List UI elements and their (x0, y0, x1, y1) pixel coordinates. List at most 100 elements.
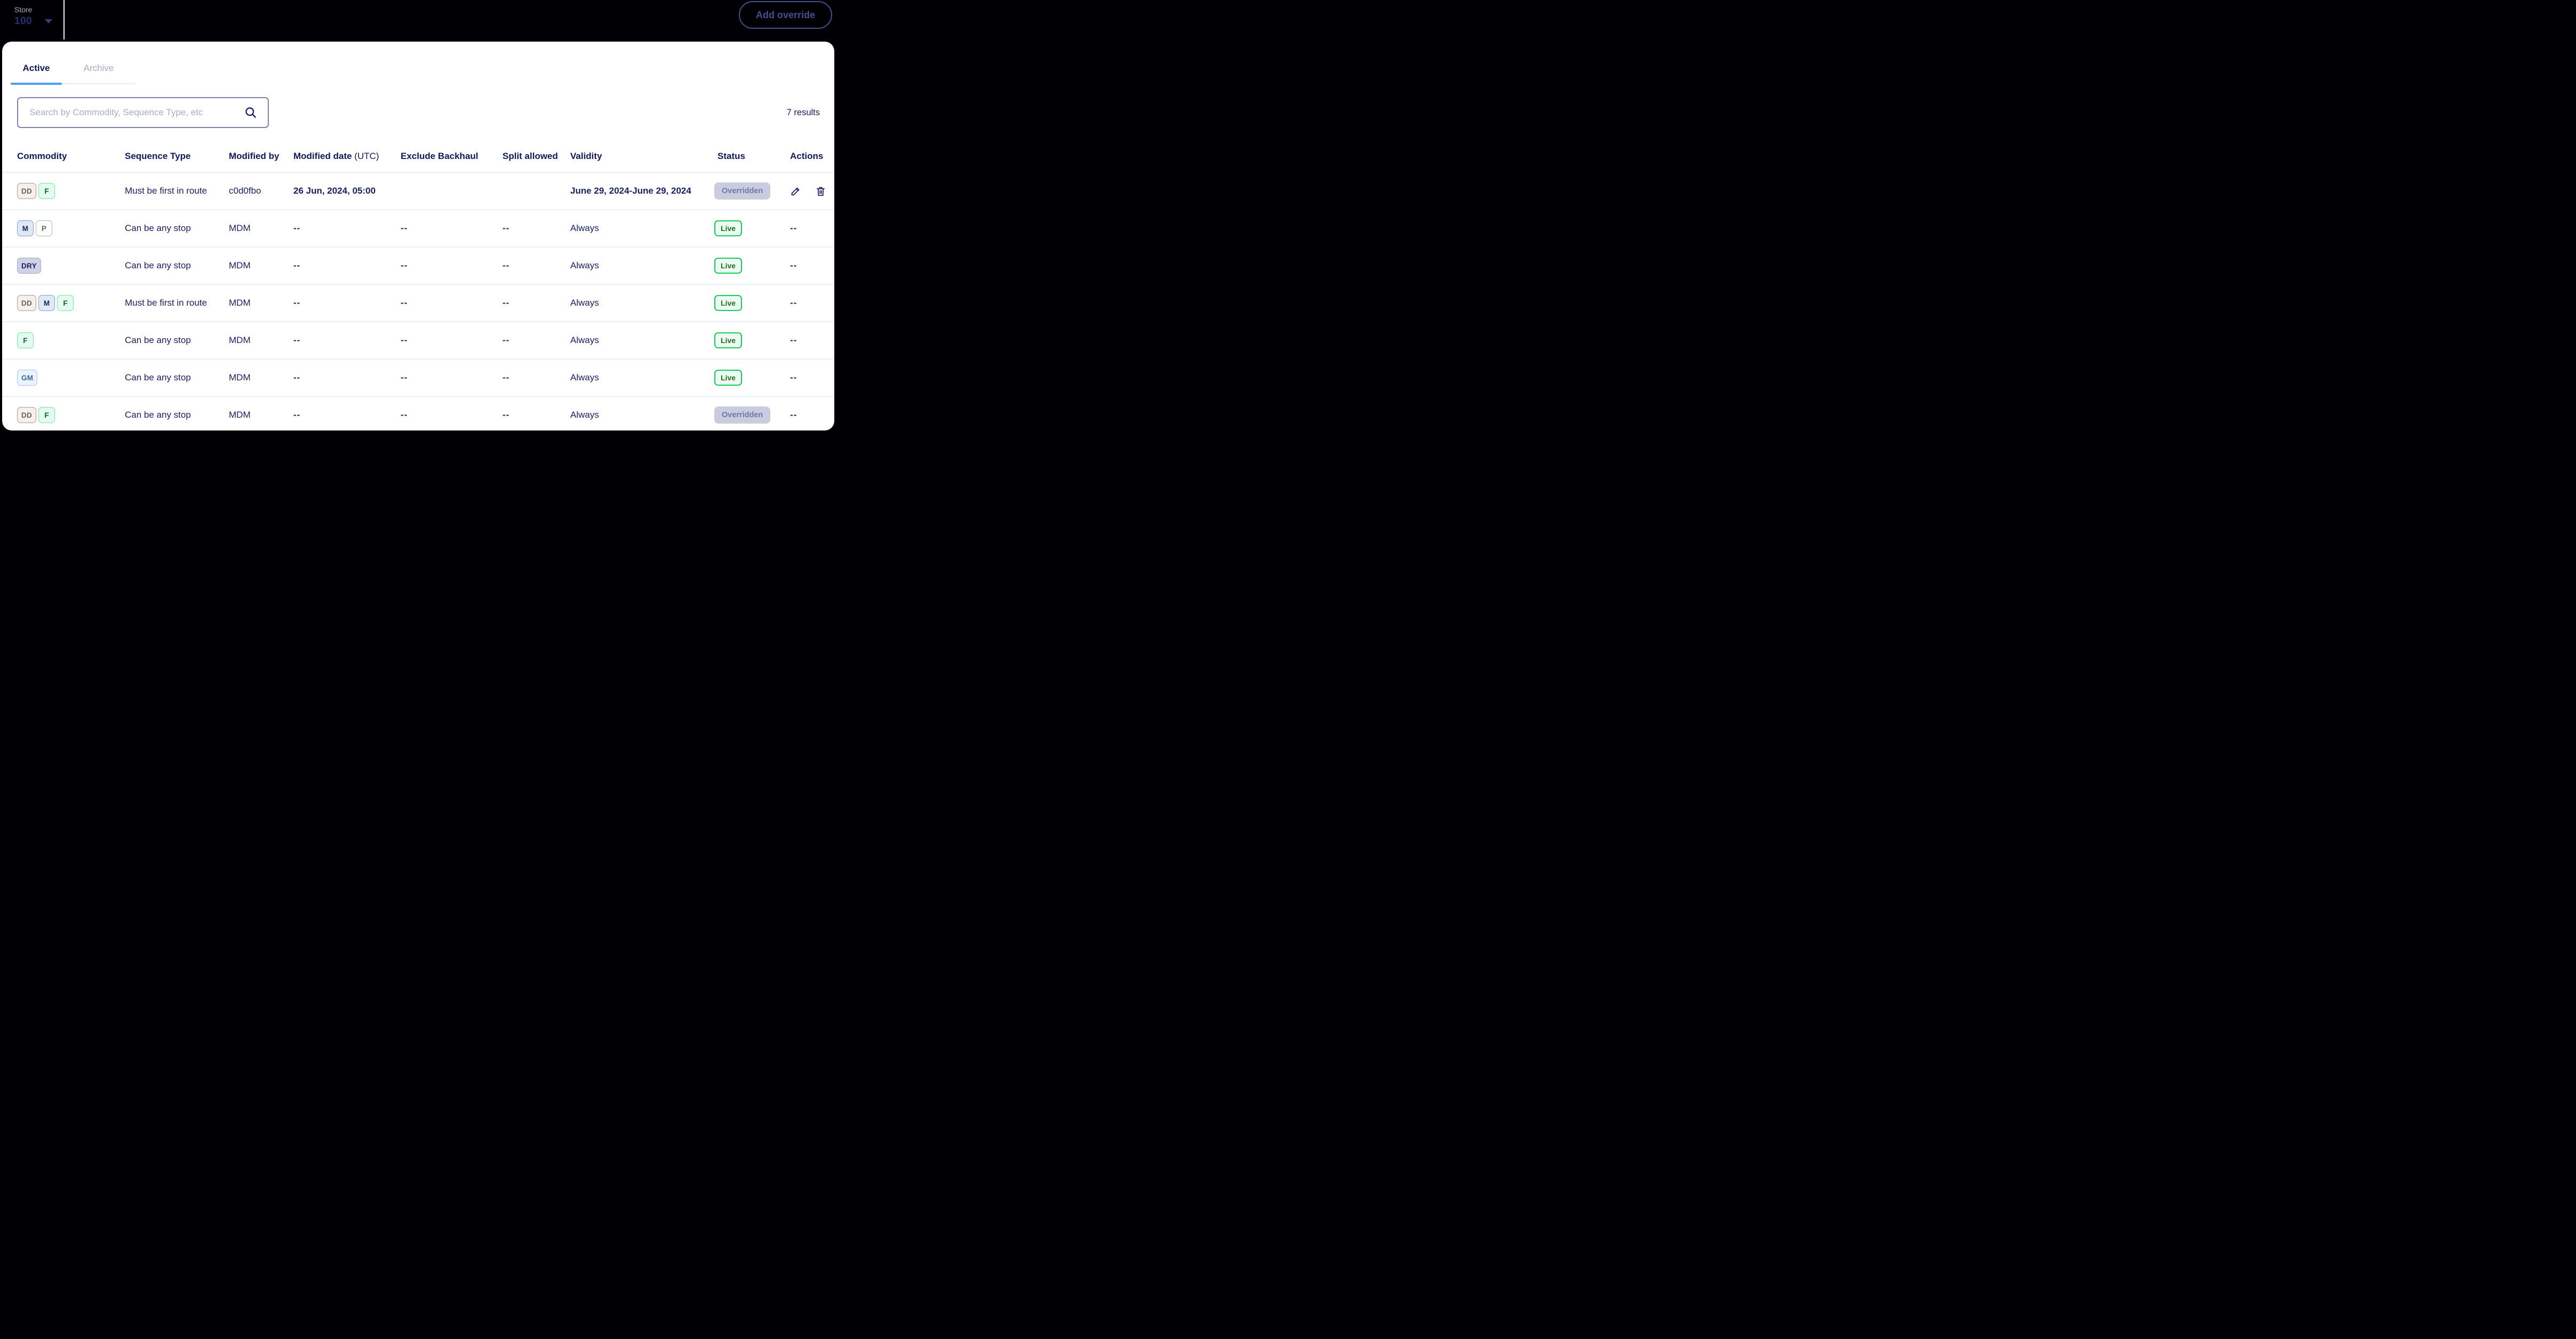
empty-value: -- (293, 372, 301, 382)
search-box[interactable] (17, 97, 269, 128)
commodity-badge-dd: DD (17, 183, 37, 199)
modified-date-cell: -- (293, 410, 401, 420)
status-badge: Live (714, 332, 743, 348)
split-allowed-cell: -- (503, 223, 570, 234)
modified-by-cell: MDM (229, 260, 251, 270)
trash-icon[interactable] (815, 186, 826, 197)
empty-value: -- (293, 410, 301, 420)
sequence-type-cell: Can be any stop (125, 372, 191, 382)
empty-value: -- (293, 223, 301, 233)
validity-cell: Always (570, 298, 599, 308)
topbar: Store 100 Add override (0, 0, 836, 42)
store-label: Store (14, 5, 33, 14)
actions-cell: -- (779, 298, 823, 308)
store-selector[interactable]: Store 100 (14, 5, 53, 27)
header-modified_date: Modified date (UTC) (293, 151, 379, 161)
header-status: Status (717, 151, 745, 161)
empty-value: -- (401, 410, 408, 420)
validity-cell: Always (570, 223, 599, 233)
modified-date-cell: -- (293, 260, 401, 271)
split-allowed-cell: -- (503, 335, 570, 346)
exclude-backhaul-cell: -- (401, 223, 503, 234)
status-cell: Live (714, 258, 779, 274)
commodity-badge-p: P (36, 220, 52, 236)
validity-cell: Always (570, 372, 599, 382)
empty-value: -- (790, 298, 797, 308)
sequence-type-cell: Must be first in route (125, 186, 208, 196)
tab-archive[interactable]: Archive (83, 63, 114, 73)
modified-by-cell: MDM (229, 372, 251, 382)
sequence-type-cell: Can be any stop (125, 260, 191, 270)
empty-value: -- (293, 260, 301, 270)
modified-by-cell: MDM (229, 298, 251, 308)
empty-value: -- (503, 372, 510, 382)
status-cell: Live (714, 332, 779, 348)
add-override-button[interactable]: Add override (738, 1, 832, 29)
overrides-card: Active Archive 7 results Commodity Sequen… (2, 42, 834, 431)
status-cell: Live (714, 370, 779, 386)
table-body: DD F Must be first in route c0d0fbo 26 Jun, … (2, 173, 834, 431)
commodity-cell: F (17, 332, 125, 348)
header-actions: Actions (790, 151, 824, 161)
split-allowed-cell: -- (503, 410, 570, 420)
empty-value: -- (790, 335, 797, 345)
commodity-badge-f: F (57, 295, 74, 311)
empty-value: -- (401, 223, 408, 233)
tab-bar: Active Archive (11, 63, 135, 85)
status-cell: Overridden (714, 407, 779, 424)
search-row: 7 results (17, 97, 820, 128)
commodity-badge-f: F (38, 407, 55, 423)
empty-value: -- (401, 298, 408, 308)
header-modified_by: Modified by (229, 151, 280, 161)
modified-date-cell: -- (293, 223, 401, 234)
modified-by-cell: MDM (229, 223, 251, 233)
exclude-backhaul-cell: -- (401, 335, 503, 346)
empty-value: -- (503, 260, 510, 270)
search-icon[interactable] (244, 106, 258, 119)
header-exclude_backhaul: Exclude Backhaul (401, 151, 478, 161)
empty-value: -- (401, 260, 408, 270)
status-cell: Overridden (714, 182, 779, 200)
validity-cell: Always (570, 260, 599, 270)
pencil-icon[interactable] (790, 186, 801, 197)
sequence-type-cell: Can be any stop (125, 335, 191, 345)
exclude-backhaul-cell: -- (401, 410, 503, 420)
empty-value: -- (790, 223, 797, 233)
search-input[interactable] (18, 107, 244, 118)
status-badge: Overridden (714, 407, 771, 424)
status-badge: Live (714, 370, 743, 386)
exclude-backhaul-cell: -- (401, 372, 503, 383)
table-row: DD M F Must be first in route MDM -- -- -- Alway… (2, 285, 834, 322)
split-allowed-cell: -- (503, 260, 570, 271)
empty-value: -- (401, 372, 408, 382)
commodity-badge-dry: DRY (17, 258, 41, 274)
actions-cell: -- (779, 372, 823, 383)
commodity-badge-m: M (17, 220, 34, 236)
table-row: GM Can be any stop MDM -- -- -- Always Live -- (2, 360, 834, 397)
header-commodity: Commodity (17, 151, 67, 161)
empty-value: -- (503, 335, 510, 345)
commodity-cell: GM (17, 370, 125, 386)
empty-value: -- (293, 335, 301, 345)
empty-value: -- (503, 223, 510, 233)
empty-value: -- (503, 410, 510, 420)
header-split_allowed: Split allowed (503, 151, 558, 161)
status-badge: Live (714, 258, 743, 274)
empty-value: -- (293, 298, 301, 308)
exclude-backhaul-cell: -- (401, 298, 503, 308)
modified-date-cell: -- (293, 335, 401, 346)
empty-value: -- (790, 410, 797, 420)
empty-value: -- (790, 372, 797, 382)
tab-active[interactable]: Active (22, 63, 50, 73)
commodity-badge-f: F (17, 332, 34, 348)
chevron-down-icon[interactable] (45, 19, 53, 23)
results-count: 7 results (786, 107, 820, 117)
commodity-badge-dd: DD (17, 295, 37, 311)
modified-by-cell: c0d0fbo (229, 186, 261, 196)
actions-group (790, 186, 826, 197)
modified-date-cell: -- (293, 298, 401, 308)
empty-value: -- (401, 335, 408, 345)
commodity-cell: DRY (17, 258, 125, 274)
status-cell: Live (714, 220, 779, 236)
